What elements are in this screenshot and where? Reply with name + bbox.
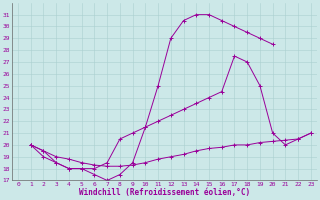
X-axis label: Windchill (Refroidissement éolien,°C): Windchill (Refroidissement éolien,°C) (79, 188, 250, 197)
